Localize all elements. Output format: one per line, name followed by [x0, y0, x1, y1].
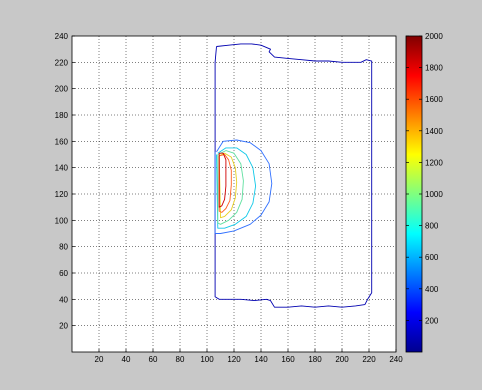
y-tick-label: 80: [59, 243, 68, 252]
x-tick-label: 180: [308, 355, 322, 364]
contour-line-1800: [218, 152, 227, 208]
y-axis: 20 40 60 80 100 120 140 160 180 200 220 240: [55, 32, 75, 331]
x-tick-label: 220: [362, 355, 376, 364]
y-tick-label: 60: [59, 269, 68, 278]
x-axis: 20 40 60 80 100 120 140 160 180 200 220 240: [95, 349, 403, 364]
contour-lines: [214, 43, 373, 308]
colorbar-tick-label: 1200: [425, 158, 443, 167]
contour-line-300: [214, 139, 273, 234]
y-tick-label: 220: [55, 58, 69, 67]
contour-line-1500: [218, 154, 232, 213]
x-tick-label: 160: [281, 355, 295, 364]
x-tick-label: 120: [227, 355, 241, 364]
x-tick-label: 80: [176, 355, 185, 364]
x-tick-label: 20: [95, 355, 104, 364]
y-tick-label: 120: [55, 190, 69, 199]
colorbar-tick-label: 400: [425, 285, 439, 294]
x-tick-label: 40: [122, 355, 131, 364]
y-tick-label: 240: [55, 32, 69, 41]
contour-line-100: [214, 43, 373, 308]
colorbar-tick-label: 1400: [425, 127, 443, 136]
x-tick-label: 100: [200, 355, 214, 364]
y-tick-label: 180: [55, 111, 69, 120]
y-tick-label: 200: [55, 85, 69, 94]
y-tick-label: 100: [55, 216, 69, 225]
colorbar-tick-label: 1000: [425, 190, 443, 199]
x-tick-label: 60: [149, 355, 158, 364]
contour-line-1200: [218, 152, 238, 219]
contour-line-900: [217, 150, 244, 225]
colorbar-tick-label: 1800: [425, 64, 443, 73]
y-tick-label: 40: [59, 295, 68, 304]
colorbar-tick-label: 200: [425, 316, 439, 325]
contour-line-600: [216, 147, 257, 229]
x-tick-label: 240: [389, 355, 403, 364]
colorbar-tick-label: 800: [425, 222, 439, 231]
x-tick-label: 200: [335, 355, 349, 364]
x-tick-label: 140: [254, 355, 268, 364]
y-tick-label: 160: [55, 137, 69, 146]
colorbar-axis: 200 400 600 800 1000 1200 1400 1600 1800 2000: [406, 32, 443, 325]
colorbar-tick-label: 2000: [425, 32, 443, 41]
y-tick-label: 140: [55, 164, 69, 173]
y-tick-label: 20: [59, 322, 68, 331]
colorbar-tick-label: 600: [425, 253, 439, 262]
colorbar-tick-label: 1600: [425, 95, 443, 104]
